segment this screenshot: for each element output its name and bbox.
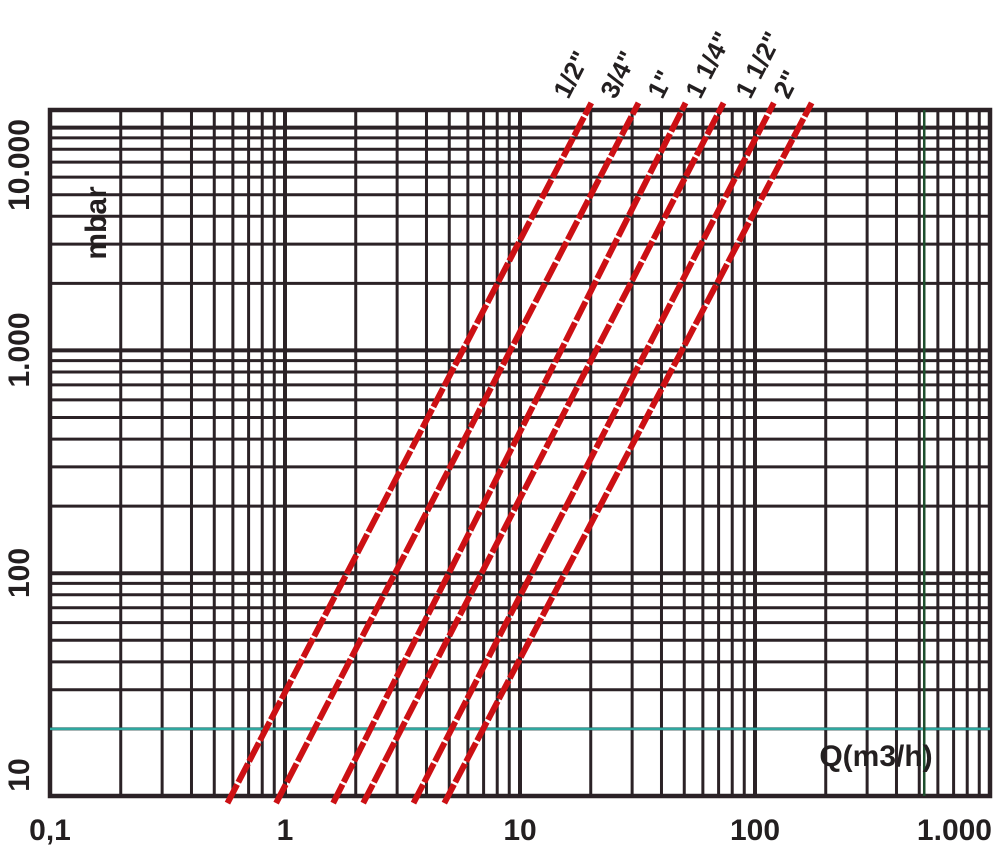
series-line-2 [330, 101, 689, 805]
plot-frame [47, 107, 993, 799]
series-line-1 [273, 101, 642, 805]
x-axis-title: Q(m3/h) [819, 740, 933, 773]
x-tick-label: 100 [729, 814, 781, 847]
series-line-0 [224, 101, 594, 805]
x-tick-label: 1 [276, 814, 294, 847]
y-axis-title: mbar [80, 186, 113, 260]
x-tick-label: 1.000 [916, 814, 992, 847]
y-tick-label: 10 [3, 758, 36, 792]
series-line-5 [441, 101, 815, 805]
series-line-4 [410, 101, 777, 805]
x-tick-label: 10 [503, 814, 537, 847]
series-line-3 [360, 101, 727, 805]
y-tick-label: 10.000 [3, 119, 36, 211]
y-tick-label: 1.000 [3, 312, 36, 388]
y-tick-label: 100 [3, 548, 36, 599]
x-tick-label: 0,1 [29, 814, 71, 847]
